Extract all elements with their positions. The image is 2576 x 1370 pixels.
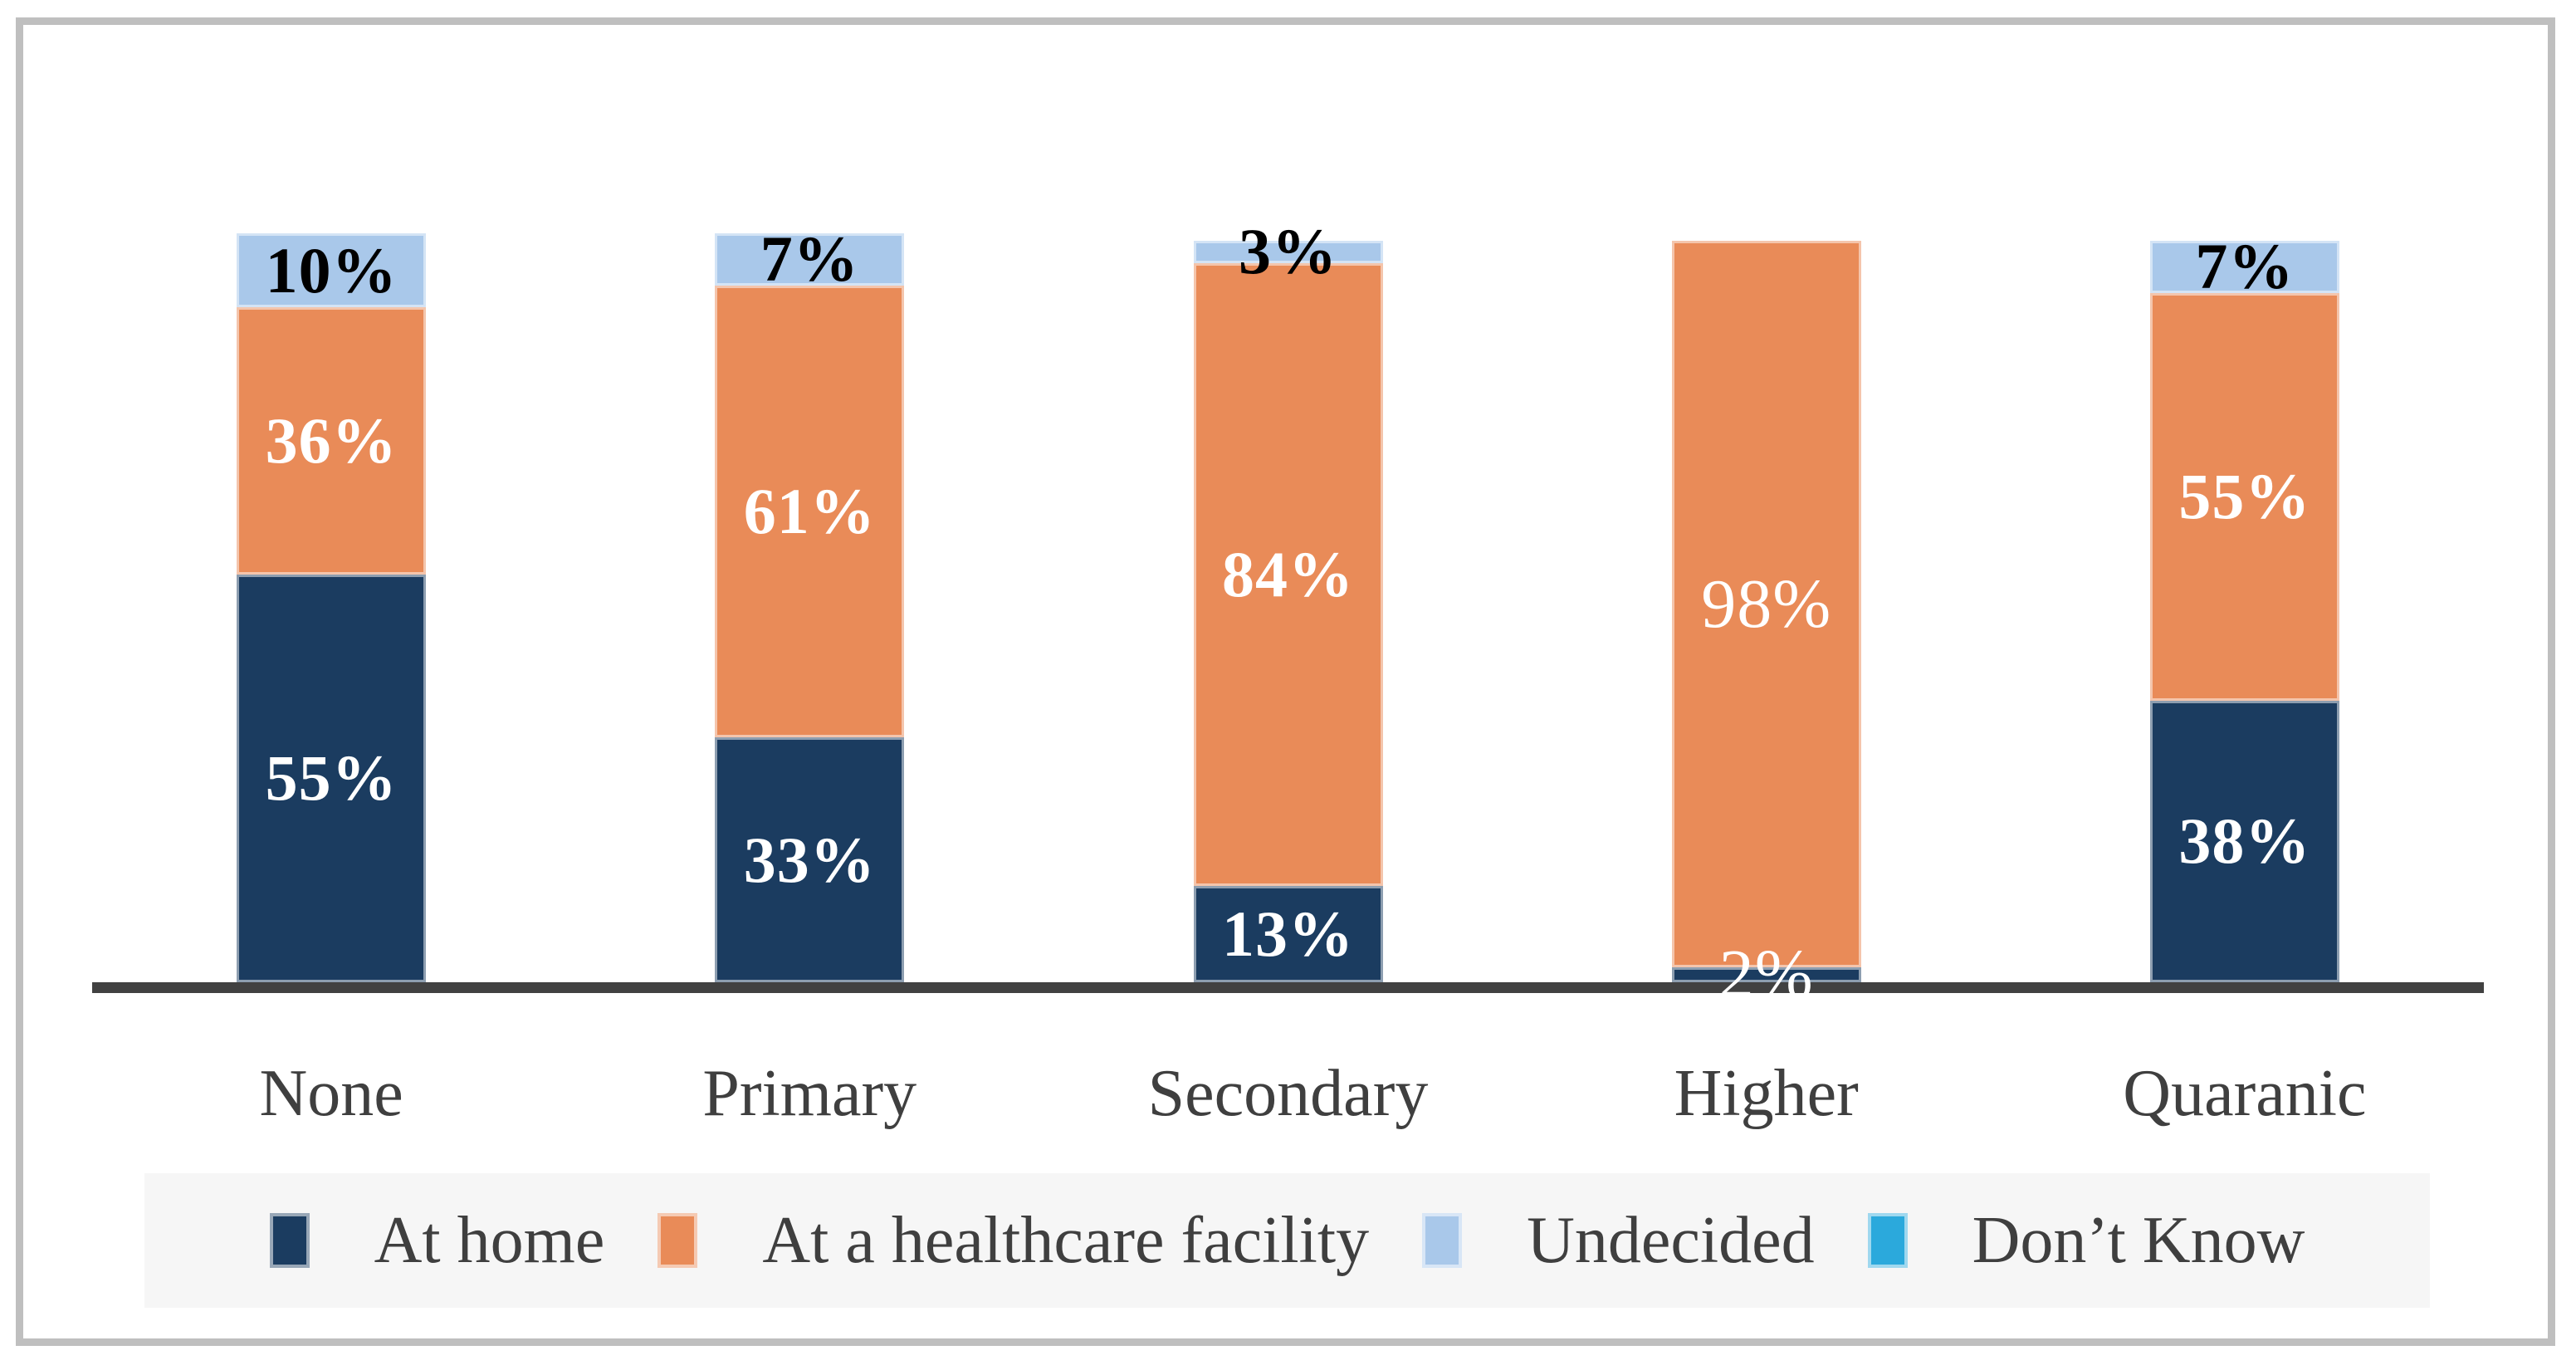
segment-at-a-healthcare-facility: 61% <box>715 285 905 738</box>
legend-item-at-home: At home <box>269 1204 605 1277</box>
segment-undecided: 10% <box>237 233 427 308</box>
legend-label: At a healthcare facility <box>762 1204 1370 1277</box>
segment-value-label: 98% <box>1701 565 1832 643</box>
segment-value-label: 2% <box>1718 936 1814 1014</box>
bar-primary: 7% 61% 33% <box>715 227 905 982</box>
legend-swatch-at-a-healthcare-facility <box>657 1213 698 1268</box>
segment-value-label: 36% <box>265 404 398 477</box>
segment-value-label: 3% <box>1239 215 1337 288</box>
legend-label: Don’t Know <box>1972 1204 2305 1277</box>
segment-at-home: 33% <box>715 737 905 982</box>
segment-undecided: 7% <box>715 227 905 291</box>
category-label-quaranic: Quaranic <box>2123 1057 2367 1130</box>
legend-swatch-at-home <box>269 1213 310 1268</box>
category-label-higher: Higher <box>1674 1057 1859 1130</box>
segment-value-label: 33% <box>743 823 876 896</box>
segment-value-label: 10% <box>265 233 398 306</box>
segment-undecided: 3% <box>1193 219 1383 284</box>
category-label-primary: Primary <box>702 1057 917 1130</box>
segment-at-home: 13% <box>1193 885 1383 982</box>
segment-value-label: 84% <box>1222 537 1354 610</box>
bar-secondary: 3% 84% 13% <box>1193 219 1383 982</box>
category-label-secondary: Secondary <box>1147 1057 1429 1130</box>
x-axis-line <box>92 982 2484 993</box>
legend-swatch-don-t-know <box>1867 1213 1908 1268</box>
legend-item-undecided: Undecided <box>1422 1207 1815 1274</box>
segment-value-label: 55% <box>265 741 398 815</box>
segment-at-home: 38% <box>2149 700 2339 982</box>
segment-at-a-healthcare-facility: 98% <box>1671 241 1861 968</box>
segment-at-a-healthcare-facility: 36% <box>237 307 427 575</box>
segment-at-a-healthcare-facility: 84% <box>1193 262 1383 886</box>
bar-higher: 98% 2% <box>1671 241 1861 1010</box>
bar-quaranic: 7% 55% 38% <box>2149 234 2339 982</box>
legend-swatch-undecided <box>1422 1213 1463 1268</box>
segment-value-label: 38% <box>2178 805 2311 878</box>
segment-value-label: 7% <box>2195 230 2295 303</box>
category-label-none: None <box>259 1057 403 1130</box>
segment-at-home: 55% <box>237 574 427 982</box>
legend: At home At a healthcare facility Undecided… <box>144 1173 2430 1308</box>
segment-value-label: 61% <box>743 474 876 547</box>
segment-at-a-healthcare-facility: 55% <box>2149 292 2339 701</box>
legend-item-at-a-healthcare-facility: At a healthcare facility <box>657 1207 1369 1274</box>
segment-value-label: 13% <box>1222 897 1354 970</box>
segment-at-home: 2% <box>1671 940 1861 1010</box>
bar-none: 10% 36% 55% <box>237 233 427 982</box>
segment-undecided: 7% <box>2149 234 2339 299</box>
legend-item-don-t-know: Don’t Know <box>1867 1204 2305 1277</box>
segment-value-label: 55% <box>2178 460 2311 533</box>
legend-label: At home <box>374 1204 605 1277</box>
segment-value-label: 7% <box>760 223 859 296</box>
legend-label: Undecided <box>1527 1204 1815 1277</box>
